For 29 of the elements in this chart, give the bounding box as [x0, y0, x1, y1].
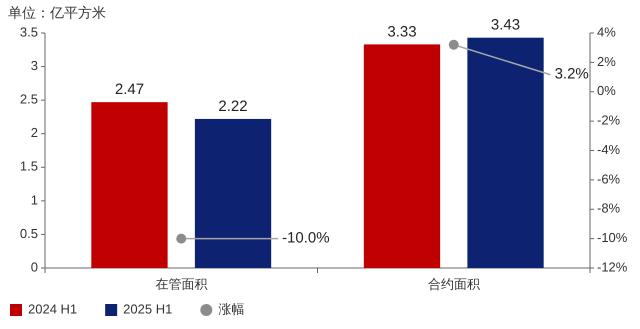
legend-label: 涨幅	[218, 301, 244, 316]
ytick: 3.5	[20, 24, 38, 40]
data-label: 3.33	[387, 23, 417, 40]
data-label: 3.43	[490, 16, 520, 34]
ytick: 3	[30, 58, 38, 73]
y2tick: -10%	[597, 230, 628, 246]
y2tick: 0%	[597, 83, 616, 98]
y2tick: -6%	[597, 171, 620, 186]
legend-label: 2024 H1	[28, 301, 78, 316]
y2tick: -12%	[597, 259, 628, 274]
data-label: 2.47	[114, 81, 144, 98]
ytick: 1	[30, 192, 38, 208]
xtick: 在管面积	[155, 276, 208, 292]
y2tick: -2%	[597, 112, 620, 128]
data-label: 3.2%	[554, 66, 589, 83]
xtick: 合约面积	[428, 276, 480, 292]
y2tick: -8%	[597, 200, 620, 216]
y2tick: -4%	[597, 142, 620, 157]
ytick: 0	[30, 259, 38, 274]
ylabel: 单位：亿平方米	[8, 4, 106, 21]
y2tick: 2%	[597, 54, 616, 69]
data-label: -10.0%	[282, 230, 330, 247]
ytick: 0.5	[20, 226, 38, 241]
legend-label: 2025 H1	[123, 301, 172, 316]
y2tick: 4%	[597, 24, 616, 40]
ytick: 1.5	[20, 158, 38, 174]
ytick: 2	[30, 125, 38, 140]
data-label: 2.22	[218, 98, 248, 115]
ytick: 2.5	[20, 92, 38, 107]
